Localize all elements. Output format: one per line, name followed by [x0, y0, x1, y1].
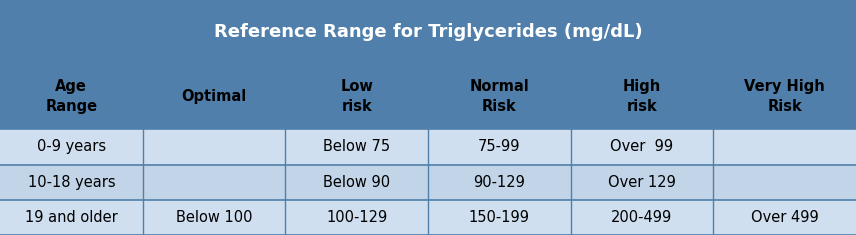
Text: 150-199: 150-199: [469, 210, 530, 225]
Text: Age
Range: Age Range: [45, 79, 98, 114]
Text: 10-18 years: 10-18 years: [27, 175, 116, 190]
Bar: [0, 0, 856, 63]
Text: Low
risk: Low risk: [340, 79, 373, 114]
Text: Over 129: Over 129: [608, 175, 676, 190]
Text: Over  99: Over 99: [610, 139, 674, 154]
Bar: [0, 129, 856, 164]
Text: Below 90: Below 90: [323, 175, 390, 190]
Text: 19 and older: 19 and older: [25, 210, 118, 225]
Text: Very High
Risk: Very High Risk: [744, 79, 825, 114]
Text: Below 100: Below 100: [175, 210, 253, 225]
Text: High
risk: High risk: [623, 79, 661, 114]
Text: 90-129: 90-129: [473, 175, 526, 190]
Text: Reference Range for Triglycerides (mg/dL): Reference Range for Triglycerides (mg/dL…: [214, 23, 642, 41]
Text: 75-99: 75-99: [479, 139, 520, 154]
Text: Over 499: Over 499: [751, 210, 818, 225]
Bar: [0, 200, 856, 235]
Text: Optimal: Optimal: [181, 89, 247, 104]
Bar: [0, 63, 856, 129]
Bar: [0, 164, 856, 200]
Text: 100-129: 100-129: [326, 210, 387, 225]
Text: 0-9 years: 0-9 years: [37, 139, 106, 154]
Text: Normal
Risk: Normal Risk: [469, 79, 529, 114]
Text: Below 75: Below 75: [323, 139, 390, 154]
Text: 200-499: 200-499: [611, 210, 673, 225]
